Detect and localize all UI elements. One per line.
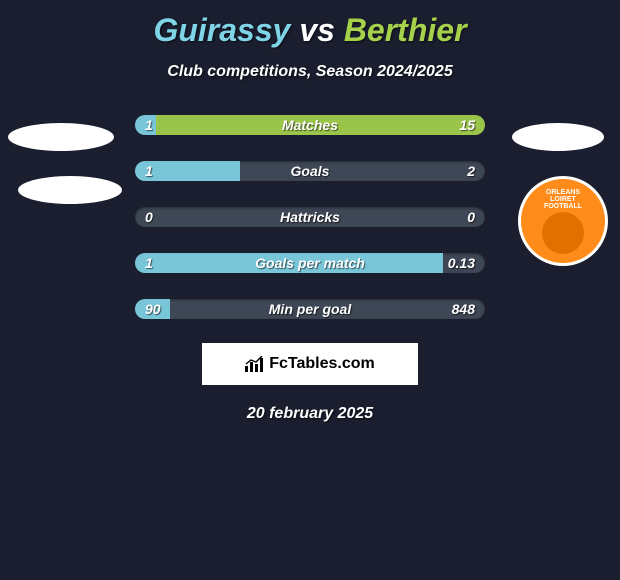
stat-left-value: 1 [145, 163, 153, 179]
stat-row: 0 0 Hattricks [135, 207, 485, 227]
team-logo-line1: ORLEANS [546, 189, 580, 196]
stat-left-value: 90 [145, 301, 161, 317]
stat-label: Min per goal [269, 301, 351, 317]
stat-row: 90 848 Min per goal [135, 299, 485, 319]
vs-text: vs [299, 12, 335, 48]
stat-row: 1 15 Matches [135, 115, 485, 135]
stat-bars: 1 15 Matches 1 2 Goals 0 0 Hattricks 1 0.13 Goals p… [135, 115, 485, 319]
player2-avatar-placeholder [512, 123, 604, 151]
team-logo-inner [542, 212, 584, 254]
player2-team-logo: ORLEANS LOIRET FOOTBALL [518, 176, 608, 266]
subtitle: Club competitions, Season 2024/2025 [0, 63, 620, 81]
player1-team-placeholder [18, 176, 122, 204]
page-title: Guirassy vs Berthier [0, 0, 620, 49]
team-logo-line2: LOIRET [550, 196, 576, 203]
stat-label: Goals per match [255, 255, 365, 271]
team-logo-line3: FOOTBALL [544, 203, 582, 210]
brand-text: FcTables.com [269, 355, 375, 373]
stat-left-value: 0 [145, 209, 153, 225]
stat-right-value: 0 [467, 209, 475, 225]
stat-label: Matches [282, 117, 338, 133]
stat-right-value: 848 [452, 301, 475, 317]
player1-avatar-placeholder [8, 123, 114, 151]
player2-name: Berthier [344, 12, 467, 48]
stat-left-value: 1 [145, 255, 153, 271]
stat-row: 1 2 Goals [135, 161, 485, 181]
stat-right-value: 0.13 [448, 255, 475, 271]
stat-row: 1 0.13 Goals per match [135, 253, 485, 273]
chart-icon [245, 356, 265, 372]
stat-right-value: 2 [467, 163, 475, 179]
brand-box: FcTables.com [202, 343, 418, 385]
stat-label: Goals [291, 163, 330, 179]
stat-left-value: 1 [145, 117, 153, 133]
date-text: 20 february 2025 [0, 405, 620, 423]
stat-right-value: 15 [459, 117, 475, 133]
stat-label: Hattricks [280, 209, 340, 225]
player1-name: Guirassy [153, 12, 290, 48]
